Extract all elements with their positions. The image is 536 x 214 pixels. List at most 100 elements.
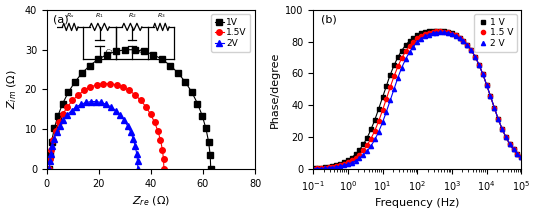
2 V [348, 161, 355, 164]
1V [203, 127, 209, 130]
Line: 1 V: 1 V [311, 28, 523, 171]
1V [182, 81, 189, 83]
1 V [433, 29, 440, 32]
Line: 1.5V: 1.5V [47, 81, 167, 172]
1.5 V [333, 165, 339, 167]
2 V [387, 99, 393, 101]
1.5V [126, 89, 132, 92]
1V [79, 72, 85, 74]
2V [47, 152, 54, 155]
1.5V [120, 86, 126, 88]
1V [189, 91, 195, 94]
Y-axis label: Phase/degree: Phase/degree [270, 51, 279, 128]
1.5V [46, 168, 53, 171]
2V [73, 106, 79, 108]
1.5 V [514, 153, 520, 155]
2V [108, 106, 114, 108]
1 V [518, 156, 525, 159]
1.5V [157, 139, 163, 141]
Text: (a): (a) [53, 14, 69, 24]
1.5V [87, 86, 93, 88]
2 V [518, 156, 525, 159]
2V [60, 119, 66, 121]
X-axis label: $Z_{re}$ (Ω): $Z_{re}$ (Ω) [132, 195, 170, 208]
1.5V [59, 113, 66, 115]
1V [207, 154, 213, 157]
1.5V [93, 83, 100, 86]
2V [135, 168, 141, 171]
1.5V [100, 82, 107, 85]
1 V [310, 167, 316, 170]
Text: (b): (b) [322, 14, 337, 24]
2 V [499, 127, 505, 130]
Line: 2 V: 2 V [311, 30, 523, 171]
2V [117, 114, 123, 116]
2V [56, 124, 63, 127]
1.5V [161, 168, 167, 171]
1.5V [160, 158, 167, 161]
1V [141, 50, 147, 53]
1.5 V [360, 149, 367, 152]
2V [128, 131, 134, 133]
1V [175, 72, 182, 74]
1V [122, 48, 129, 51]
1V [86, 64, 93, 67]
1.5V [151, 121, 158, 123]
X-axis label: Frequency (Hz): Frequency (Hz) [375, 198, 459, 208]
2V [54, 131, 60, 133]
1 V [499, 127, 505, 130]
1V [55, 114, 61, 117]
2V [68, 109, 75, 112]
1.5V [159, 148, 166, 151]
1.5 V [310, 167, 316, 170]
2V [64, 114, 70, 116]
1V [47, 154, 53, 157]
1V [51, 127, 57, 130]
2V [49, 145, 55, 147]
2V [113, 109, 119, 112]
1V [104, 53, 110, 56]
1V [95, 58, 101, 61]
1.5V [50, 139, 56, 141]
Legend: 1V, 1.5V, 2V: 1V, 1.5V, 2V [211, 14, 250, 52]
1.5 V [437, 30, 444, 33]
1.5V [69, 99, 76, 102]
Y-axis label: $Z_{im}$ (Ω): $Z_{im}$ (Ω) [5, 70, 19, 109]
1V [48, 140, 55, 143]
1V [194, 102, 200, 105]
1 V [333, 164, 339, 166]
1.5V [47, 158, 53, 161]
1.5 V [499, 127, 505, 130]
2V [130, 138, 136, 140]
1V [131, 48, 138, 51]
1.5V [132, 94, 138, 96]
Line: 2V: 2V [47, 99, 140, 172]
1.5V [56, 121, 62, 123]
Line: 1.5 V: 1.5 V [311, 29, 523, 171]
2V [124, 124, 131, 127]
1V [205, 140, 212, 143]
2V [83, 101, 89, 104]
1.5V [147, 113, 154, 115]
1V [59, 102, 66, 105]
1.5V [64, 106, 71, 108]
1.5V [143, 106, 149, 108]
1V [207, 168, 214, 171]
2V [46, 168, 53, 171]
1.5V [107, 82, 113, 85]
2V [135, 160, 141, 163]
2V [98, 101, 105, 104]
1.5V [81, 89, 87, 92]
1 V [387, 74, 393, 76]
2V [47, 160, 53, 163]
1V [46, 168, 53, 171]
2V [103, 103, 109, 106]
1.5 V [518, 156, 525, 159]
2V [78, 103, 84, 106]
1 V [360, 143, 367, 146]
1 V [348, 156, 355, 159]
2 V [437, 31, 444, 34]
2V [133, 152, 140, 155]
1V [71, 81, 78, 83]
1V [159, 58, 165, 61]
